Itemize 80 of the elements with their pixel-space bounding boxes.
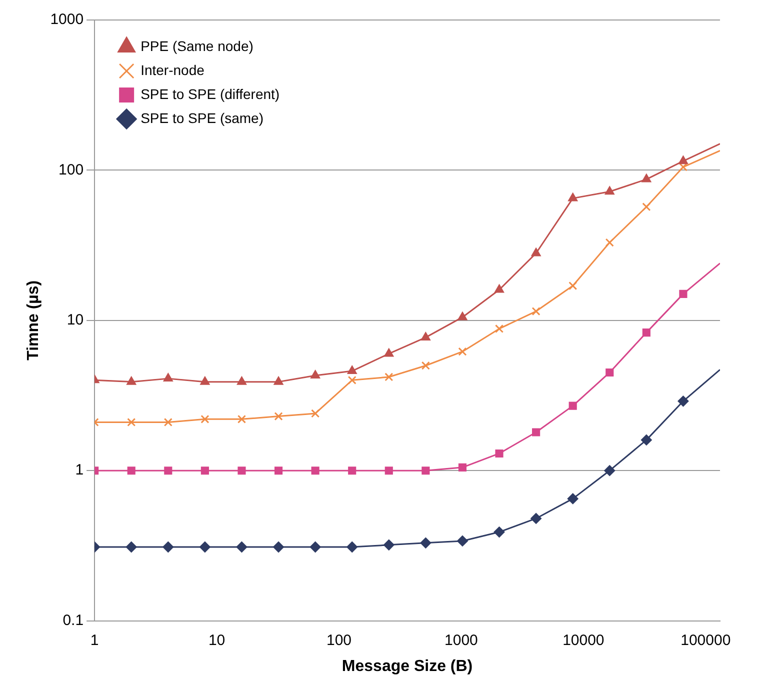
point <box>568 192 578 202</box>
point <box>348 466 356 475</box>
point <box>384 348 394 357</box>
x-tick-label: 100 <box>326 632 352 649</box>
point <box>604 465 616 476</box>
point <box>567 493 578 504</box>
point <box>530 512 542 524</box>
legend-label: SPE to SPE (same) <box>140 110 264 126</box>
point <box>127 466 136 475</box>
y-tick-label: 1000 <box>50 11 84 28</box>
point <box>200 376 210 385</box>
legend-label: SPE to SPE (different) <box>140 86 280 102</box>
point <box>384 466 393 475</box>
point <box>127 418 136 426</box>
point <box>311 409 320 418</box>
point <box>274 466 283 475</box>
y-tick-label: 100 <box>58 161 84 178</box>
point <box>126 376 136 385</box>
point <box>458 347 467 356</box>
y-tick-label: 10 <box>66 312 84 329</box>
point <box>494 526 505 538</box>
point <box>420 332 431 340</box>
x-tick-label: 10 <box>208 632 226 649</box>
point <box>162 541 174 552</box>
point <box>164 466 172 475</box>
point <box>458 312 468 320</box>
point <box>420 537 432 548</box>
point <box>494 324 504 334</box>
point <box>274 412 283 421</box>
point <box>199 541 210 552</box>
point <box>456 535 468 546</box>
point <box>568 402 577 410</box>
point <box>642 202 651 212</box>
point <box>236 376 247 385</box>
point <box>422 466 430 475</box>
point <box>346 541 358 552</box>
x-axis-title: Message Size (B) <box>342 658 473 675</box>
point <box>532 428 540 436</box>
y-tick-label: 1 <box>75 462 84 479</box>
point <box>458 463 467 472</box>
y-axis-title: Timne (µs) <box>25 280 42 360</box>
point <box>531 248 541 256</box>
point <box>236 541 248 552</box>
x-tick-label: 100000 <box>680 632 731 649</box>
point <box>384 372 394 382</box>
point <box>678 156 688 164</box>
legend-label: PPE (Same node) <box>140 38 254 54</box>
point <box>642 174 652 182</box>
point <box>678 396 689 407</box>
point <box>606 368 614 377</box>
x-tick-label: 10000 <box>562 632 604 649</box>
point <box>495 449 504 458</box>
x-tick-label: 1 <box>90 632 99 649</box>
point <box>347 366 357 374</box>
point <box>273 541 284 552</box>
point <box>238 466 246 475</box>
point <box>605 238 614 247</box>
point <box>200 466 209 475</box>
point <box>348 376 356 384</box>
point <box>163 373 173 382</box>
point <box>640 434 652 446</box>
point <box>568 282 578 290</box>
point <box>237 414 246 424</box>
point <box>311 466 320 475</box>
point <box>383 539 394 550</box>
y-tick-label: 0.1 <box>62 612 84 629</box>
point <box>274 376 284 385</box>
point <box>310 370 320 378</box>
point <box>604 186 614 195</box>
point <box>126 541 137 552</box>
point <box>164 418 172 426</box>
point <box>310 541 321 552</box>
point <box>532 307 540 316</box>
point <box>421 361 430 370</box>
point <box>200 414 210 424</box>
legend-label: Inter-node <box>140 62 205 78</box>
point <box>494 284 504 293</box>
point <box>679 290 688 298</box>
x-tick-label: 1000 <box>444 632 478 649</box>
point <box>642 328 650 337</box>
